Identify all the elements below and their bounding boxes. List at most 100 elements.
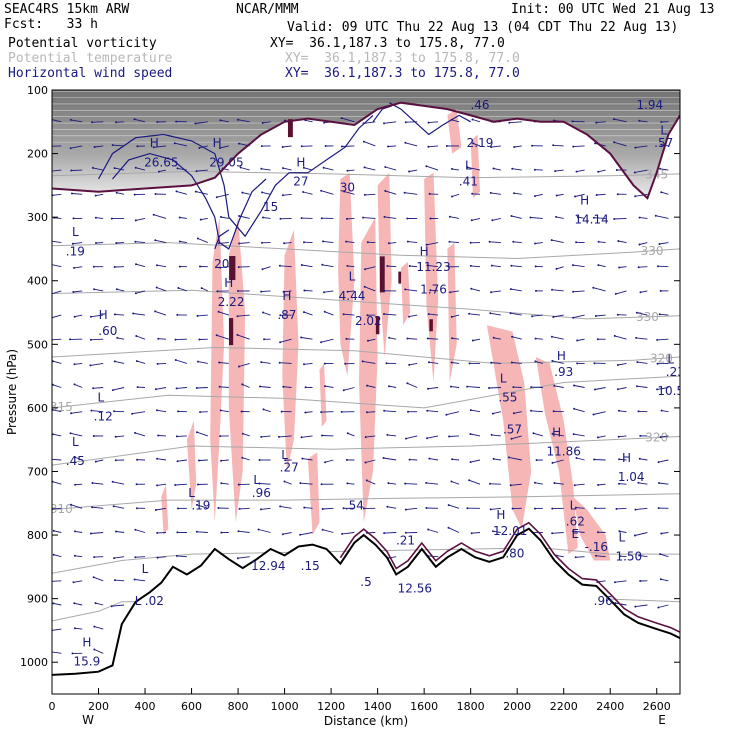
wind-vector bbox=[363, 141, 376, 147]
wind-vector bbox=[551, 336, 564, 340]
y-tick-label: 700 bbox=[27, 465, 48, 478]
wind-vector-head bbox=[490, 146, 493, 149]
wind-vector-head bbox=[114, 579, 116, 582]
wind-vector-head bbox=[363, 285, 366, 288]
wind-vector bbox=[114, 556, 125, 559]
wind-vector bbox=[135, 290, 146, 294]
wind-vector-head bbox=[71, 242, 74, 245]
wind-vector-head bbox=[241, 456, 244, 459]
wind-vector-head bbox=[72, 217, 75, 220]
wind-vector-head bbox=[638, 119, 641, 122]
wind-vector-head bbox=[49, 580, 51, 582]
wind-vector-head bbox=[510, 437, 513, 440]
wind-vector bbox=[469, 479, 481, 485]
wind-vector bbox=[347, 290, 355, 293]
plot-frame bbox=[51, 89, 681, 695]
wind-vector-head bbox=[300, 436, 303, 439]
wind-vector-head bbox=[408, 265, 411, 267]
wind-vector bbox=[426, 165, 439, 171]
wind-vector bbox=[383, 313, 397, 316]
wind-vector bbox=[155, 239, 167, 244]
wind-vector bbox=[300, 532, 313, 536]
west-label: W bbox=[82, 713, 94, 727]
wind-vector-head bbox=[281, 194, 284, 197]
wind-vector bbox=[511, 362, 522, 364]
wind-vector bbox=[452, 337, 460, 340]
wind-vector-head bbox=[403, 191, 406, 194]
wind-vector-head bbox=[618, 266, 621, 269]
terrain-line bbox=[52, 527, 680, 676]
theta-contour bbox=[52, 242, 680, 260]
wind-vector-head bbox=[299, 482, 302, 485]
wind-vector-head bbox=[158, 170, 160, 173]
wind-vector bbox=[574, 193, 585, 197]
wind-vector-head bbox=[345, 337, 348, 340]
wind-vector bbox=[71, 193, 83, 195]
wind-vector-head bbox=[113, 266, 116, 268]
wind-vector bbox=[533, 432, 543, 437]
wind-vector-head bbox=[659, 289, 662, 292]
wind-vector-head bbox=[324, 385, 327, 388]
extremum-label: 29.05 bbox=[209, 155, 243, 169]
wind-vector bbox=[116, 288, 125, 292]
pv-strong-core bbox=[375, 316, 380, 335]
y-tick-label: 800 bbox=[27, 529, 48, 542]
wind-vector bbox=[239, 242, 250, 244]
wind-vector bbox=[239, 215, 250, 219]
wind-vector bbox=[158, 338, 167, 340]
wind-vector-head bbox=[195, 387, 198, 389]
wind-vector-head bbox=[511, 507, 514, 510]
wind-vector-head bbox=[613, 218, 616, 220]
wind-vector-head bbox=[278, 435, 280, 438]
wind-vector bbox=[237, 334, 250, 340]
extremum-label: 1.50 bbox=[615, 550, 642, 564]
wind-vector bbox=[409, 362, 418, 366]
wind-vector-head bbox=[472, 142, 475, 145]
wind-vector-head bbox=[156, 121, 159, 123]
wind-vector-head bbox=[597, 240, 600, 243]
extremum-label: L bbox=[281, 448, 288, 462]
wind-vector bbox=[556, 216, 564, 219]
wind-vector-head bbox=[134, 219, 137, 222]
wind-vector bbox=[634, 169, 648, 173]
wind-vector-head bbox=[534, 481, 536, 484]
wind-vector bbox=[405, 507, 418, 511]
wind-vector-head bbox=[612, 118, 615, 121]
wind-vector bbox=[90, 314, 104, 318]
wind-vector bbox=[493, 458, 501, 461]
wind-vector bbox=[136, 360, 146, 364]
wind-vector bbox=[553, 314, 564, 318]
wind-vector bbox=[341, 117, 355, 123]
wind-vector-head bbox=[616, 388, 619, 391]
wind-vector-head bbox=[346, 264, 349, 267]
wind-vector-head bbox=[450, 361, 453, 364]
extremum-label: .87 bbox=[277, 308, 296, 322]
wind-vector-head bbox=[258, 459, 261, 461]
wind-vector-head bbox=[447, 526, 450, 529]
wind-vector-head bbox=[404, 121, 407, 124]
x-tick-label: 1200 bbox=[317, 700, 345, 713]
wind-vector bbox=[54, 217, 62, 219]
wind-vector-head bbox=[134, 240, 137, 243]
wind-vector bbox=[450, 386, 460, 388]
wind-vector bbox=[597, 435, 606, 438]
wind-vector-head bbox=[342, 389, 345, 392]
wind-vector-head bbox=[573, 407, 576, 410]
wind-vector bbox=[659, 482, 669, 485]
wind-vector-head bbox=[383, 289, 386, 292]
x-tick-label: 1000 bbox=[271, 700, 299, 713]
extremum-label: .96 bbox=[594, 594, 613, 608]
wind-vector bbox=[531, 410, 543, 413]
wind-vector bbox=[114, 579, 125, 582]
wind-vector bbox=[216, 334, 229, 340]
wind-vector bbox=[135, 529, 146, 533]
wind-vector bbox=[305, 119, 313, 123]
wind-vector bbox=[575, 507, 585, 509]
wind-vector bbox=[427, 338, 439, 340]
theta-label: 315 bbox=[50, 400, 73, 414]
wind-vector bbox=[618, 240, 627, 244]
wind-vector-head bbox=[74, 483, 77, 486]
wind-vector-head bbox=[382, 457, 385, 459]
extremum-label: L bbox=[667, 352, 674, 366]
extremum-label: 20 bbox=[214, 257, 229, 271]
